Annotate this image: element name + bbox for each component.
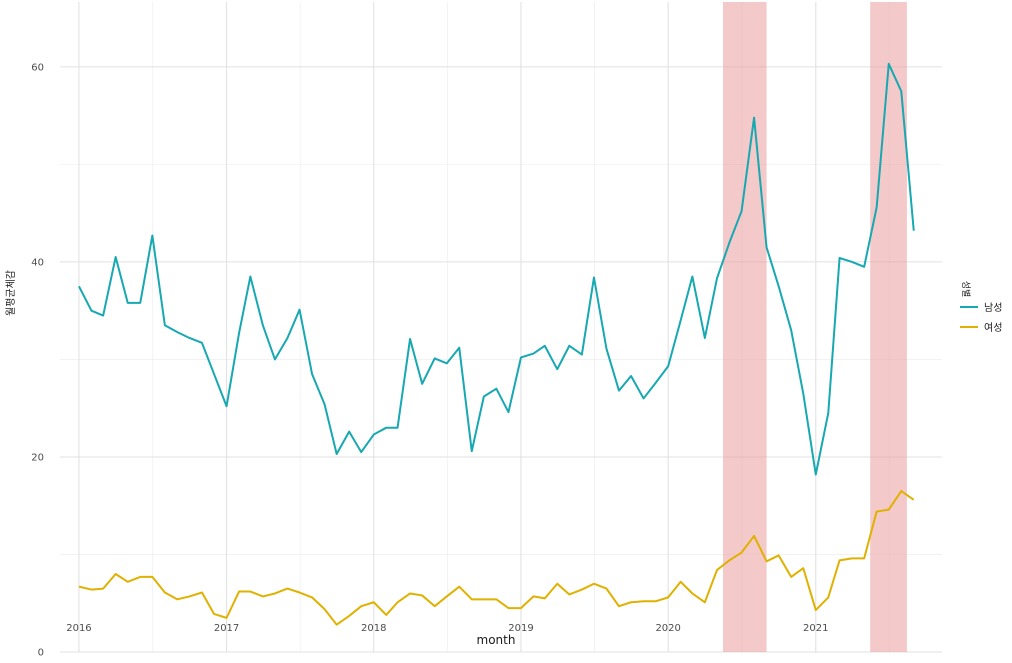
x-tick-label: 2020: [655, 623, 680, 634]
y-tick-label: 40: [31, 257, 44, 268]
x-tick-label: 2019: [508, 623, 533, 634]
y-tick-label: 0: [38, 648, 44, 659]
series-line: [78, 62, 915, 476]
series-lines: [78, 62, 915, 626]
x-axis-tick-labels: 2016 2017 2018 2019 2020 2021: [66, 623, 828, 634]
y-tick-label: 20: [31, 452, 44, 463]
y-axis-title: 월평균체감: [5, 270, 17, 316]
x-tick-label: 2018: [361, 623, 386, 634]
series-line: [78, 490, 915, 626]
legend-title: 성별: [960, 281, 971, 298]
x-tick-label: 2021: [803, 623, 828, 634]
y-tick-label: 60: [31, 62, 44, 73]
highlight-band: [723, 2, 767, 652]
minor-gridlines: [60, 2, 942, 652]
highlight-band: [870, 2, 907, 652]
legend-label: 여성: [984, 322, 1002, 334]
major-gridlines: [60, 2, 942, 653]
x-tick-label: 2016: [66, 623, 91, 634]
y-axis-tick-labels: 0 20 40 60: [31, 62, 44, 658]
highlight-ranges: [723, 2, 907, 652]
legend-label: 남성: [984, 302, 1002, 314]
x-tick-label: 2017: [214, 623, 239, 634]
x-axis-title: month: [477, 633, 516, 647]
